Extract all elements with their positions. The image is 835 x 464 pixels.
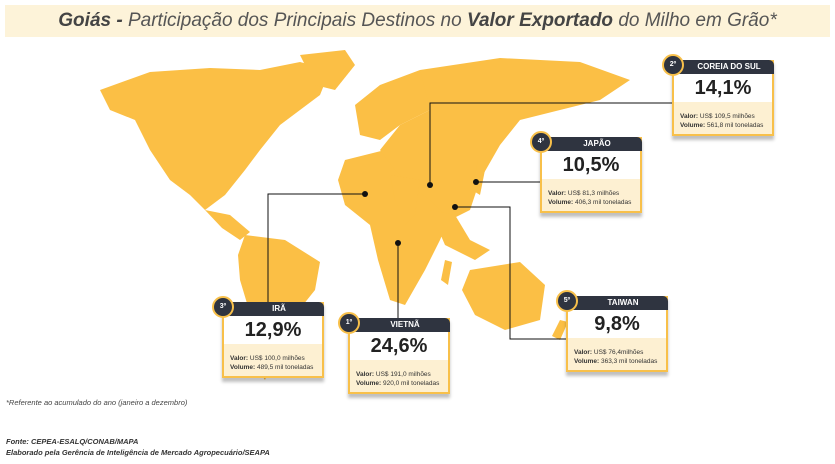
madagascar	[441, 260, 452, 285]
new-zealand	[552, 320, 568, 340]
share-value: 24,6%	[350, 332, 448, 360]
country-name: TAIWAN	[566, 296, 668, 310]
card-taiwan: 5º TAIWAN 9,8% Valor: US$ 76,4milhões Vol…	[556, 290, 668, 372]
europe	[355, 70, 440, 140]
share-value: 10,5%	[542, 151, 640, 179]
australia	[462, 262, 545, 330]
rank-badge: 5º	[556, 290, 578, 312]
country-name: JAPÃO	[540, 137, 642, 151]
central-america	[205, 210, 250, 240]
country-name: COREIA DO SUL	[672, 60, 774, 74]
japan	[472, 160, 486, 195]
country-name: IRÃ	[222, 302, 324, 316]
share-value: 9,8%	[568, 310, 666, 338]
asia	[380, 58, 630, 220]
card-coreia-do-sul: 2º COREIA DO SUL 14,1% Valor: US$ 109,5 …	[662, 54, 774, 136]
source: Fonte: CEPEA-ESALQ/CONAB/MAPA	[6, 437, 139, 446]
rank-badge: 1º	[338, 312, 360, 334]
card-vietna: 1º VIETNÃ 24,6% Valor: US$ 191,0 milhões…	[338, 312, 450, 394]
location-dots	[362, 179, 479, 246]
rank-badge: 3º	[212, 296, 234, 318]
greenland	[300, 50, 355, 90]
rank-badge: 4º	[530, 131, 552, 153]
rank-badge: 2º	[662, 54, 684, 76]
card-ira: 3º IRÃ 12,9% Valor: US$ 100,0 milhões Vol…	[212, 296, 324, 378]
chart-title: Goiás - Participação dos Principais Dest…	[5, 5, 830, 37]
share-value: 14,1%	[674, 74, 772, 102]
country-name: VIETNÃ	[348, 318, 450, 332]
share-value: 12,9%	[224, 316, 322, 344]
north-america	[100, 62, 330, 210]
leader-lines	[267, 102, 672, 340]
credit: Elaborado pela Gerência de Inteligência …	[6, 448, 270, 457]
card-japao: 4º JAPÃO 10,5% Valor: US$ 81,3 milhões Vo…	[530, 131, 642, 213]
footnote: *Referente ao acumulado do ano (janeiro …	[6, 398, 188, 407]
southeast-asia	[430, 210, 490, 260]
india	[390, 175, 420, 225]
